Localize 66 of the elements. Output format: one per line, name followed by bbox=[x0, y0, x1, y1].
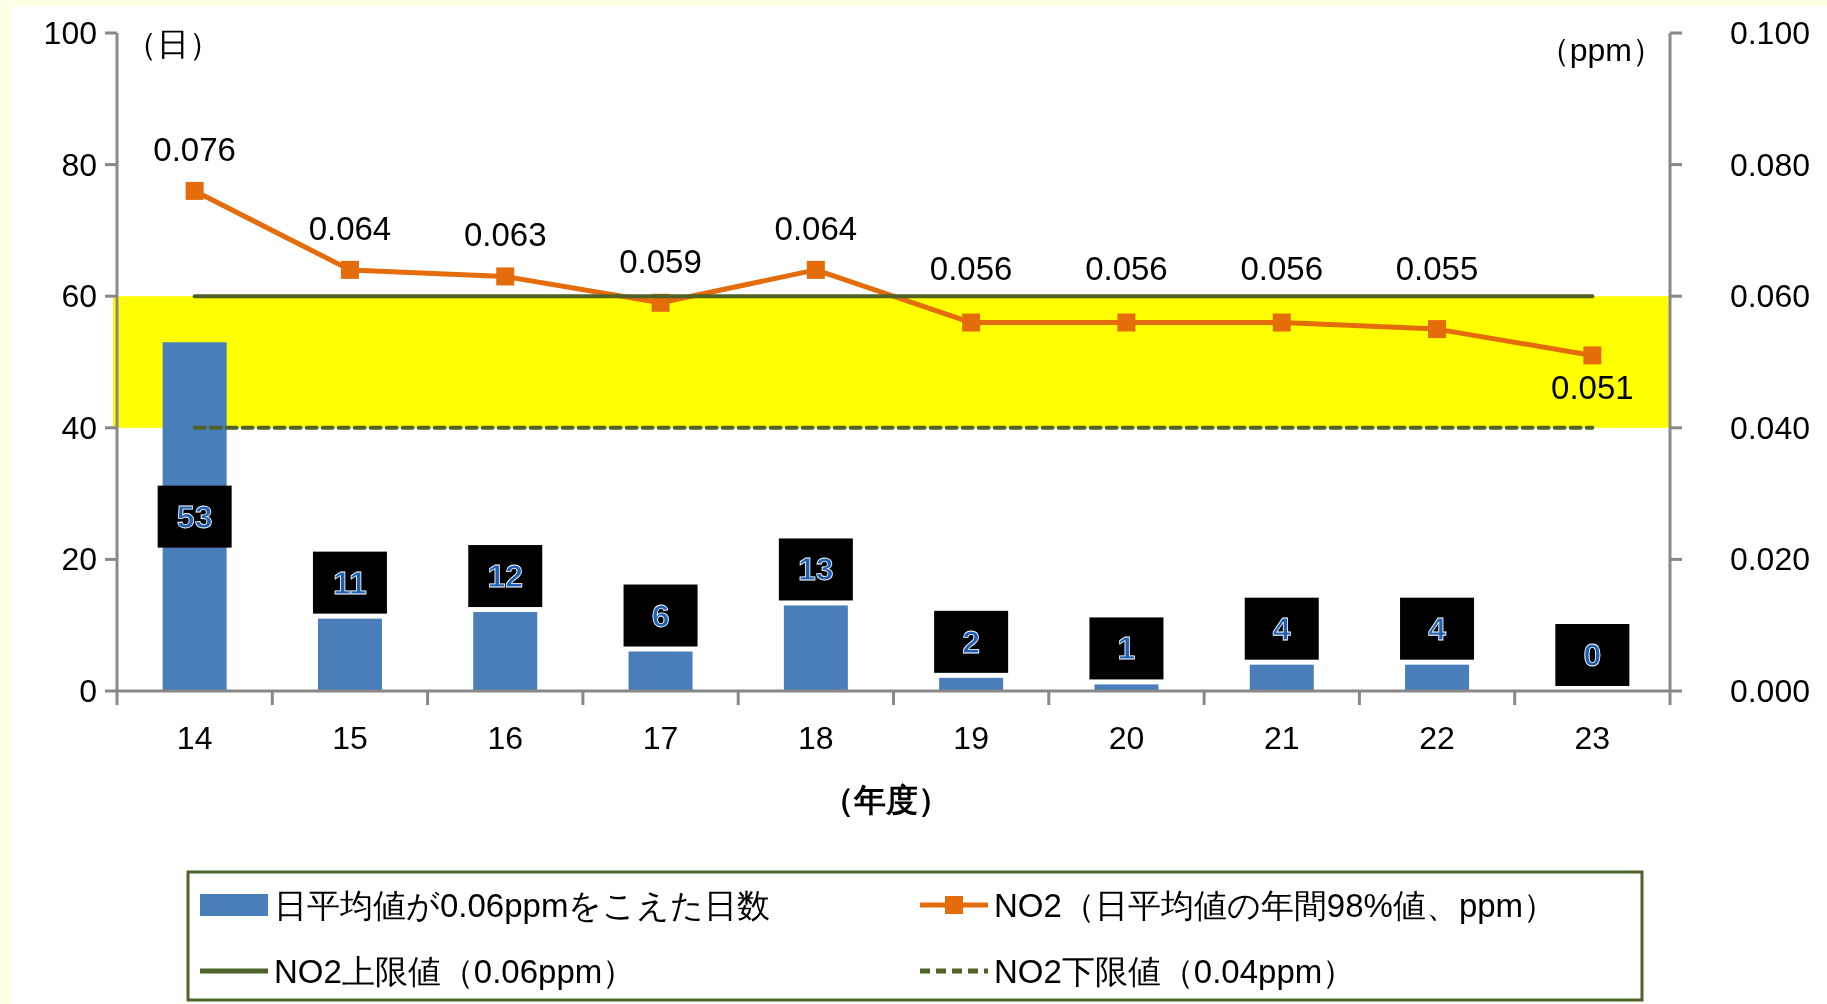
x-tick-label: 21 bbox=[1263, 720, 1300, 756]
x-tick-label: 15 bbox=[332, 720, 368, 756]
y-tick-label: 100 bbox=[43, 15, 97, 51]
y2-tick-label: 0.040 bbox=[1729, 409, 1810, 446]
data-label: 4 bbox=[1272, 610, 1291, 647]
point bbox=[1583, 346, 1602, 365]
y-tick-label: 0 bbox=[79, 673, 97, 709]
data-label: 0.076 bbox=[153, 130, 236, 168]
point bbox=[1272, 313, 1291, 332]
bar bbox=[317, 618, 382, 691]
y-tick-label: 80 bbox=[61, 146, 97, 183]
data-label: 4 bbox=[1428, 610, 1447, 647]
legend-label: 日平均値が0.06ppmをこえた日数 bbox=[274, 887, 771, 924]
point bbox=[962, 313, 981, 332]
point bbox=[185, 181, 204, 200]
data-label: 0.056 bbox=[929, 250, 1013, 288]
x-tick-label: 22 bbox=[1419, 720, 1455, 756]
point bbox=[1428, 320, 1447, 339]
data-label: 11 bbox=[333, 564, 367, 601]
bar bbox=[1249, 664, 1314, 691]
point bbox=[340, 260, 359, 279]
x-axis-title: （年度） bbox=[821, 782, 950, 818]
x-tick-label: 18 bbox=[798, 720, 834, 756]
data-label: 0 bbox=[1583, 637, 1602, 673]
data-label: 1 bbox=[1117, 630, 1136, 667]
data-label: 0.051 bbox=[1551, 369, 1634, 407]
y2-tick-label: 0.080 bbox=[1729, 146, 1810, 183]
x-tick-label: 23 bbox=[1574, 720, 1611, 756]
data-label: 0.063 bbox=[463, 216, 547, 254]
y2-axis-title: （ppm） bbox=[1537, 32, 1664, 68]
data-label: 13 bbox=[798, 551, 834, 588]
data-label: 0.056 bbox=[1240, 250, 1324, 288]
data-label: 6 bbox=[651, 597, 670, 634]
y2-tick-label: 0.060 bbox=[1729, 278, 1810, 315]
y-tick-label: 20 bbox=[61, 541, 97, 578]
y2-tick-label: 0.100 bbox=[1729, 15, 1810, 51]
x-tick-label: 14 bbox=[176, 720, 213, 756]
data-label: 53 bbox=[176, 498, 213, 535]
bar bbox=[939, 677, 1004, 691]
legend-label: NO2下限値（0.04ppm） bbox=[994, 953, 1356, 990]
y2-tick-label: 0.020 bbox=[1729, 541, 1810, 578]
data-label: 12 bbox=[487, 558, 524, 595]
point bbox=[806, 260, 825, 279]
data-label: 0.059 bbox=[619, 242, 702, 280]
y-tick-label: 40 bbox=[61, 409, 97, 446]
data-label: 0.055 bbox=[1395, 250, 1479, 288]
point bbox=[1117, 313, 1136, 332]
y2-tick-label: 0.000 bbox=[1729, 673, 1810, 709]
legend-label: NO2（日平均値の年間98%値、ppm） bbox=[994, 887, 1557, 924]
bar bbox=[628, 651, 693, 691]
x-tick-label: 16 bbox=[487, 720, 524, 756]
data-label: 2 bbox=[962, 623, 981, 660]
data-label: 0.064 bbox=[308, 209, 392, 247]
legend-label: NO2上限値（0.06ppm） bbox=[274, 953, 636, 990]
data-label: 0.064 bbox=[774, 209, 858, 247]
y-tick-label: 60 bbox=[61, 278, 97, 315]
x-tick-label: 20 bbox=[1108, 720, 1145, 756]
bar bbox=[1094, 684, 1159, 691]
y-axis-title: （日） bbox=[125, 26, 221, 62]
bar bbox=[473, 612, 538, 691]
bar bbox=[1405, 664, 1470, 691]
point bbox=[496, 267, 515, 286]
x-tick-label: 19 bbox=[953, 720, 989, 756]
bar bbox=[783, 605, 848, 691]
data-label: 0.056 bbox=[1085, 250, 1168, 288]
x-tick-label: 17 bbox=[642, 720, 679, 756]
